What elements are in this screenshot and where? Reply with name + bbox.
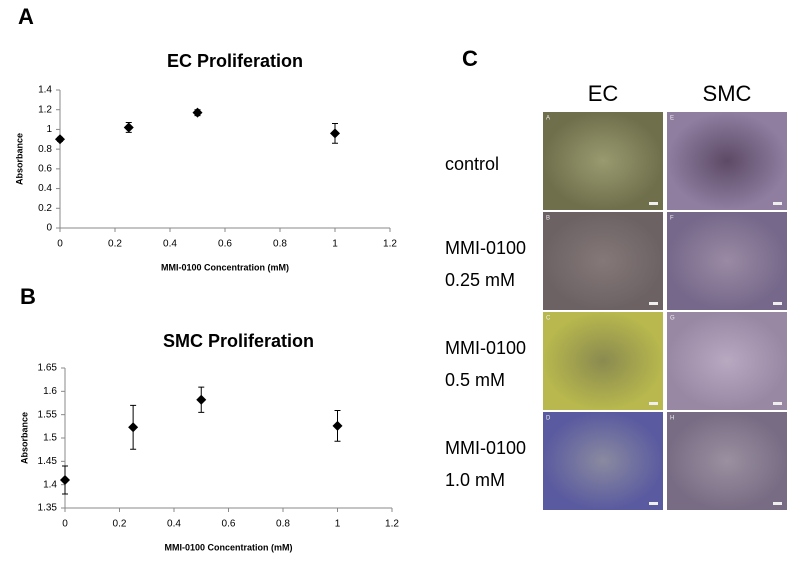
row-label: 0.5 mM — [445, 370, 505, 390]
micrograph — [667, 312, 787, 410]
y-tick-label: 0 — [46, 223, 52, 234]
y-axis-title: Absorbance — [14, 133, 24, 185]
y-tick-label: 1.4 — [38, 85, 52, 96]
x-tick-label: 0 — [62, 519, 68, 530]
micrograph — [543, 212, 663, 310]
data-point — [192, 107, 203, 118]
scale-bar — [773, 302, 782, 305]
micrograph — [667, 112, 787, 210]
panel-label: B — [20, 284, 36, 309]
chart-title: SMC Proliferation — [163, 331, 314, 351]
y-tick-label: 1.65 — [38, 363, 58, 374]
scale-bar — [649, 402, 658, 405]
tile-letter: B — [546, 216, 550, 222]
scale-bar — [773, 202, 782, 205]
x-tick-label: 0.8 — [273, 239, 287, 250]
y-tick-label: 1.4 — [43, 479, 57, 490]
scale-bar — [773, 402, 782, 405]
x-tick-label: 0 — [57, 239, 63, 250]
y-tick-label: 1.35 — [38, 503, 58, 514]
row-label: 0.25 mM — [445, 270, 515, 290]
x-tick-label: 0.4 — [167, 519, 181, 530]
row-label: control — [445, 154, 499, 174]
data-point — [128, 422, 139, 433]
tile-letter: E — [670, 116, 674, 122]
x-tick-label: 0.2 — [108, 239, 122, 250]
y-tick-label: 1 — [46, 124, 52, 135]
x-tick-label: 1.2 — [383, 239, 397, 250]
row-label: MMI-0100 — [445, 438, 526, 458]
y-tick-label: 1.5 — [43, 433, 57, 444]
chart-title: EC Proliferation — [167, 51, 303, 71]
y-tick-label: 0.6 — [38, 163, 52, 174]
scale-bar — [649, 202, 658, 205]
tile-letter: F — [670, 216, 674, 222]
x-tick-label: 0.8 — [276, 519, 290, 530]
data-point — [330, 128, 340, 139]
y-tick-label: 1.55 — [38, 409, 58, 420]
micrograph — [543, 312, 663, 410]
panel-label: C — [462, 46, 478, 71]
y-tick-label: 1.6 — [43, 386, 57, 397]
data-point — [123, 122, 134, 133]
y-tick-label: 0.4 — [38, 183, 52, 194]
row-label: MMI-0100 — [445, 338, 526, 358]
y-axis-title: Absorbance — [19, 412, 29, 464]
scale-bar — [773, 502, 782, 505]
row-label: 1.0 mM — [445, 470, 505, 490]
x-tick-label: 0.6 — [222, 519, 236, 530]
x-tick-label: 1 — [335, 519, 341, 530]
column-header: SMC — [703, 81, 752, 106]
scale-bar — [649, 502, 658, 505]
x-tick-label: 0.2 — [113, 519, 127, 530]
panel-label: A — [18, 4, 34, 29]
x-axis-title: MMI-0100 Concentration (mM) — [164, 542, 292, 552]
data-point — [60, 475, 70, 485]
tile-letter: H — [670, 416, 674, 422]
y-tick-label: 1.45 — [38, 456, 58, 467]
tile-letter: C — [546, 316, 551, 322]
x-tick-label: 0.6 — [218, 239, 232, 250]
tile-letter: G — [670, 316, 675, 322]
x-tick-label: 0.4 — [163, 239, 177, 250]
scale-bar — [649, 302, 658, 305]
data-point — [196, 394, 207, 405]
y-tick-label: 0.8 — [38, 144, 52, 155]
x-tick-label: 1 — [332, 239, 338, 250]
column-header: EC — [588, 81, 619, 106]
x-tick-label: 1.2 — [385, 519, 399, 530]
micrograph — [667, 212, 787, 310]
tile-letter: D — [546, 416, 551, 422]
y-tick-label: 0.2 — [38, 203, 52, 214]
data-point — [332, 420, 343, 431]
micrograph — [667, 412, 787, 510]
y-tick-label: 1.2 — [38, 104, 52, 115]
row-label: MMI-0100 — [445, 238, 526, 258]
tile-letter: A — [546, 116, 550, 122]
micrograph — [543, 112, 663, 210]
x-axis-title: MMI-0100 Concentration (mM) — [161, 262, 289, 272]
data-point — [55, 134, 65, 145]
micrograph — [543, 412, 663, 510]
